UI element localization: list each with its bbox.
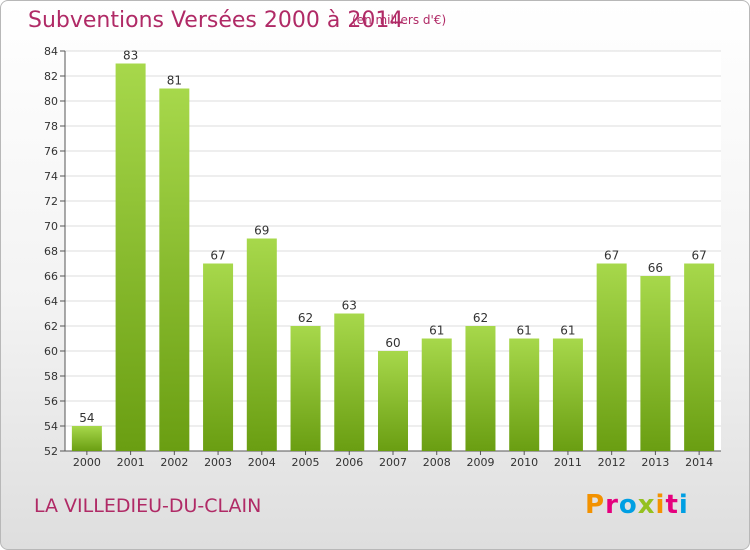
y-tick-label: 62 [44, 320, 58, 333]
x-tick-label: 2011 [554, 456, 582, 469]
bar [509, 338, 540, 451]
data-label: 60 [385, 336, 400, 350]
x-tick-label: 2013 [641, 456, 669, 469]
bar [334, 313, 365, 451]
data-label: 66 [648, 261, 663, 275]
y-tick-label: 84 [44, 45, 58, 58]
logo-letter: o [618, 490, 638, 520]
data-label: 62 [298, 311, 313, 325]
x-tick-label: 2012 [598, 456, 626, 469]
commune-name: LA VILLEDIEU-DU-CLAIN [34, 495, 262, 517]
data-label: 81 [167, 74, 182, 88]
bar [684, 263, 715, 451]
bar [159, 88, 190, 451]
x-tick-label: 2002 [160, 456, 188, 469]
bar [203, 263, 234, 451]
bar [378, 351, 408, 451]
data-label: 67 [210, 249, 225, 263]
data-label: 63 [342, 299, 357, 313]
y-tick-label: 80 [44, 95, 58, 108]
x-tick-label: 2008 [423, 456, 451, 469]
chart-title: Subventions Versées 2000 à 2014 [28, 8, 404, 33]
logo-letter: i [678, 490, 689, 520]
logo-letter: t [665, 490, 679, 520]
x-tick-label: 2007 [379, 456, 407, 469]
data-label: 67 [604, 249, 619, 263]
y-tick-label: 58 [44, 370, 58, 383]
data-label: 67 [691, 249, 706, 263]
bar [552, 338, 583, 451]
x-tick-label: 2014 [685, 456, 713, 469]
chart-subtitle: (en milliers d'€) [352, 13, 447, 27]
bar [115, 63, 146, 451]
bar [465, 326, 496, 451]
data-label: 54 [79, 411, 94, 425]
bar [640, 276, 671, 451]
bar [71, 426, 102, 451]
logo-letter: r [605, 490, 619, 520]
data-label: 62 [473, 311, 488, 325]
data-label: 61 [429, 324, 444, 338]
data-label: 61 [560, 324, 575, 338]
x-tick-label: 2000 [73, 456, 101, 469]
y-tick-label: 76 [44, 145, 58, 158]
x-tick-label: 2005 [292, 456, 320, 469]
bar [596, 263, 627, 451]
y-tick-label: 64 [44, 295, 58, 308]
logo-letter: P [585, 490, 606, 520]
y-tick-label: 82 [44, 70, 58, 83]
y-tick-label: 54 [44, 420, 58, 433]
data-label: 61 [517, 324, 532, 338]
bar [421, 338, 452, 451]
y-tick-label: 56 [44, 395, 58, 408]
x-tick-label: 2001 [117, 456, 145, 469]
data-label: 69 [254, 224, 269, 238]
y-tick-label: 52 [44, 445, 58, 458]
proxiti-logo: Proxiti [585, 490, 689, 520]
x-tick-label: 2009 [466, 456, 494, 469]
x-tick-label: 2006 [335, 456, 363, 469]
y-tick-label: 68 [44, 245, 58, 258]
y-tick-label: 60 [44, 345, 58, 358]
y-tick-label: 66 [44, 270, 58, 283]
logo-letter: i [655, 490, 666, 520]
bar [246, 238, 277, 451]
data-label: 83 [123, 49, 138, 63]
logo-letter: x [637, 490, 656, 520]
y-tick-label: 72 [44, 195, 58, 208]
x-tick-label: 2004 [248, 456, 276, 469]
x-tick-label: 2003 [204, 456, 232, 469]
y-tick-label: 74 [44, 170, 58, 183]
y-tick-label: 78 [44, 120, 58, 133]
y-tick-label: 70 [44, 220, 58, 233]
bar [290, 326, 321, 451]
x-tick-label: 2010 [510, 456, 538, 469]
